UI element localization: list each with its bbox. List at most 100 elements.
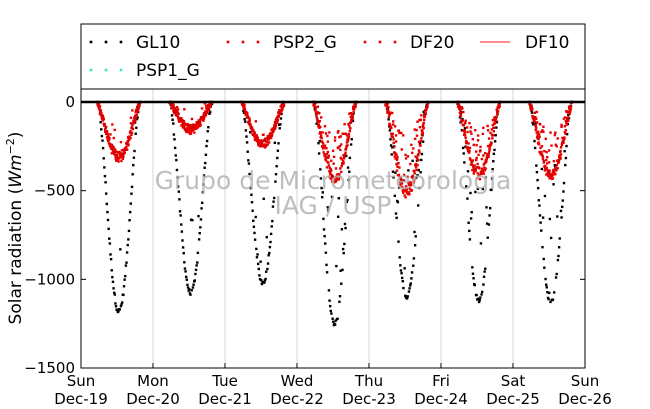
data-point — [410, 175, 414, 179]
data-point — [560, 216, 563, 219]
data-point — [130, 185, 134, 189]
data-point — [184, 124, 187, 127]
data-point — [136, 108, 140, 111]
data-point — [555, 272, 558, 276]
data-point — [135, 108, 138, 112]
data-point — [333, 136, 337, 139]
data-point — [473, 283, 476, 287]
data-point — [412, 147, 415, 150]
data-point — [402, 191, 405, 194]
data-point — [111, 280, 115, 284]
data-point — [348, 129, 352, 133]
data-point — [414, 166, 418, 169]
data-point — [420, 152, 424, 156]
data-point — [327, 164, 331, 167]
data-point — [106, 137, 109, 141]
data-point — [274, 126, 277, 129]
data-point — [539, 152, 543, 155]
data-point — [541, 157, 545, 161]
data-point — [407, 169, 410, 172]
data-point — [471, 272, 475, 275]
data-point — [556, 167, 559, 170]
data-point — [410, 189, 414, 192]
data-point — [399, 177, 403, 180]
data-point — [336, 173, 339, 176]
data-point — [135, 117, 139, 121]
data-point — [534, 128, 537, 132]
data-point — [263, 281, 266, 284]
data-point — [475, 156, 478, 160]
data-point — [199, 226, 202, 229]
data-point — [476, 162, 479, 166]
data-point — [340, 165, 343, 168]
data-point — [131, 109, 134, 112]
data-point — [347, 178, 350, 182]
data-point — [558, 153, 561, 157]
data-point — [345, 200, 349, 203]
data-point — [496, 110, 500, 113]
data-point — [242, 102, 245, 105]
data-point — [562, 190, 565, 193]
x-axis: SunDec-19MonDec-20TueDec-21WedDec-22ThuD… — [54, 363, 612, 408]
data-point — [386, 102, 390, 105]
x-tick-label-day: Sat — [501, 372, 526, 390]
data-point — [108, 142, 111, 145]
data-point — [260, 141, 264, 144]
data-point — [344, 132, 348, 136]
data-point — [345, 145, 348, 149]
data-point — [122, 153, 125, 156]
data-point — [426, 105, 429, 108]
data-point — [331, 175, 335, 179]
data-point — [176, 108, 180, 111]
data-point — [406, 155, 410, 158]
data-point — [189, 293, 192, 296]
data-point — [130, 126, 134, 129]
data-point — [549, 131, 552, 134]
data-point — [256, 253, 259, 256]
data-point — [170, 102, 173, 106]
data-point — [254, 135, 257, 139]
data-point — [127, 238, 130, 241]
data-point — [480, 167, 484, 170]
data-point — [277, 142, 280, 145]
data-point — [463, 161, 466, 164]
data-point — [551, 170, 555, 174]
data-point — [136, 116, 139, 119]
data-point — [323, 144, 327, 147]
data-point — [482, 172, 486, 175]
data-point — [468, 122, 471, 125]
data-point — [313, 107, 316, 110]
data-point — [205, 109, 208, 113]
data-point — [245, 135, 248, 138]
data-point — [258, 143, 261, 146]
data-point — [134, 119, 137, 122]
data-point — [417, 140, 421, 144]
data-point — [530, 104, 533, 107]
data-point — [328, 131, 331, 134]
data-point — [128, 219, 131, 222]
data-point — [124, 145, 128, 149]
data-point — [349, 143, 353, 146]
data-point — [259, 142, 263, 146]
data-point — [482, 154, 485, 157]
y-axis-label: Solar radiation (Wm−2) — [4, 132, 26, 325]
data-point — [478, 173, 481, 177]
data-point — [534, 123, 537, 127]
data-point — [393, 151, 396, 154]
data-point — [264, 277, 267, 281]
data-point — [330, 312, 333, 315]
data-point — [130, 192, 133, 195]
data-point — [250, 193, 253, 196]
data-point — [263, 279, 267, 282]
data-point — [416, 204, 420, 207]
data-point — [552, 159, 556, 163]
data-point — [273, 141, 277, 144]
data-point — [564, 119, 568, 123]
data-point — [554, 143, 558, 147]
data-point — [319, 168, 322, 171]
data-point — [423, 118, 426, 122]
x-tick-label-day: Sun — [67, 372, 96, 390]
data-point — [550, 144, 553, 147]
data-point — [176, 176, 179, 179]
data-point — [408, 192, 411, 196]
